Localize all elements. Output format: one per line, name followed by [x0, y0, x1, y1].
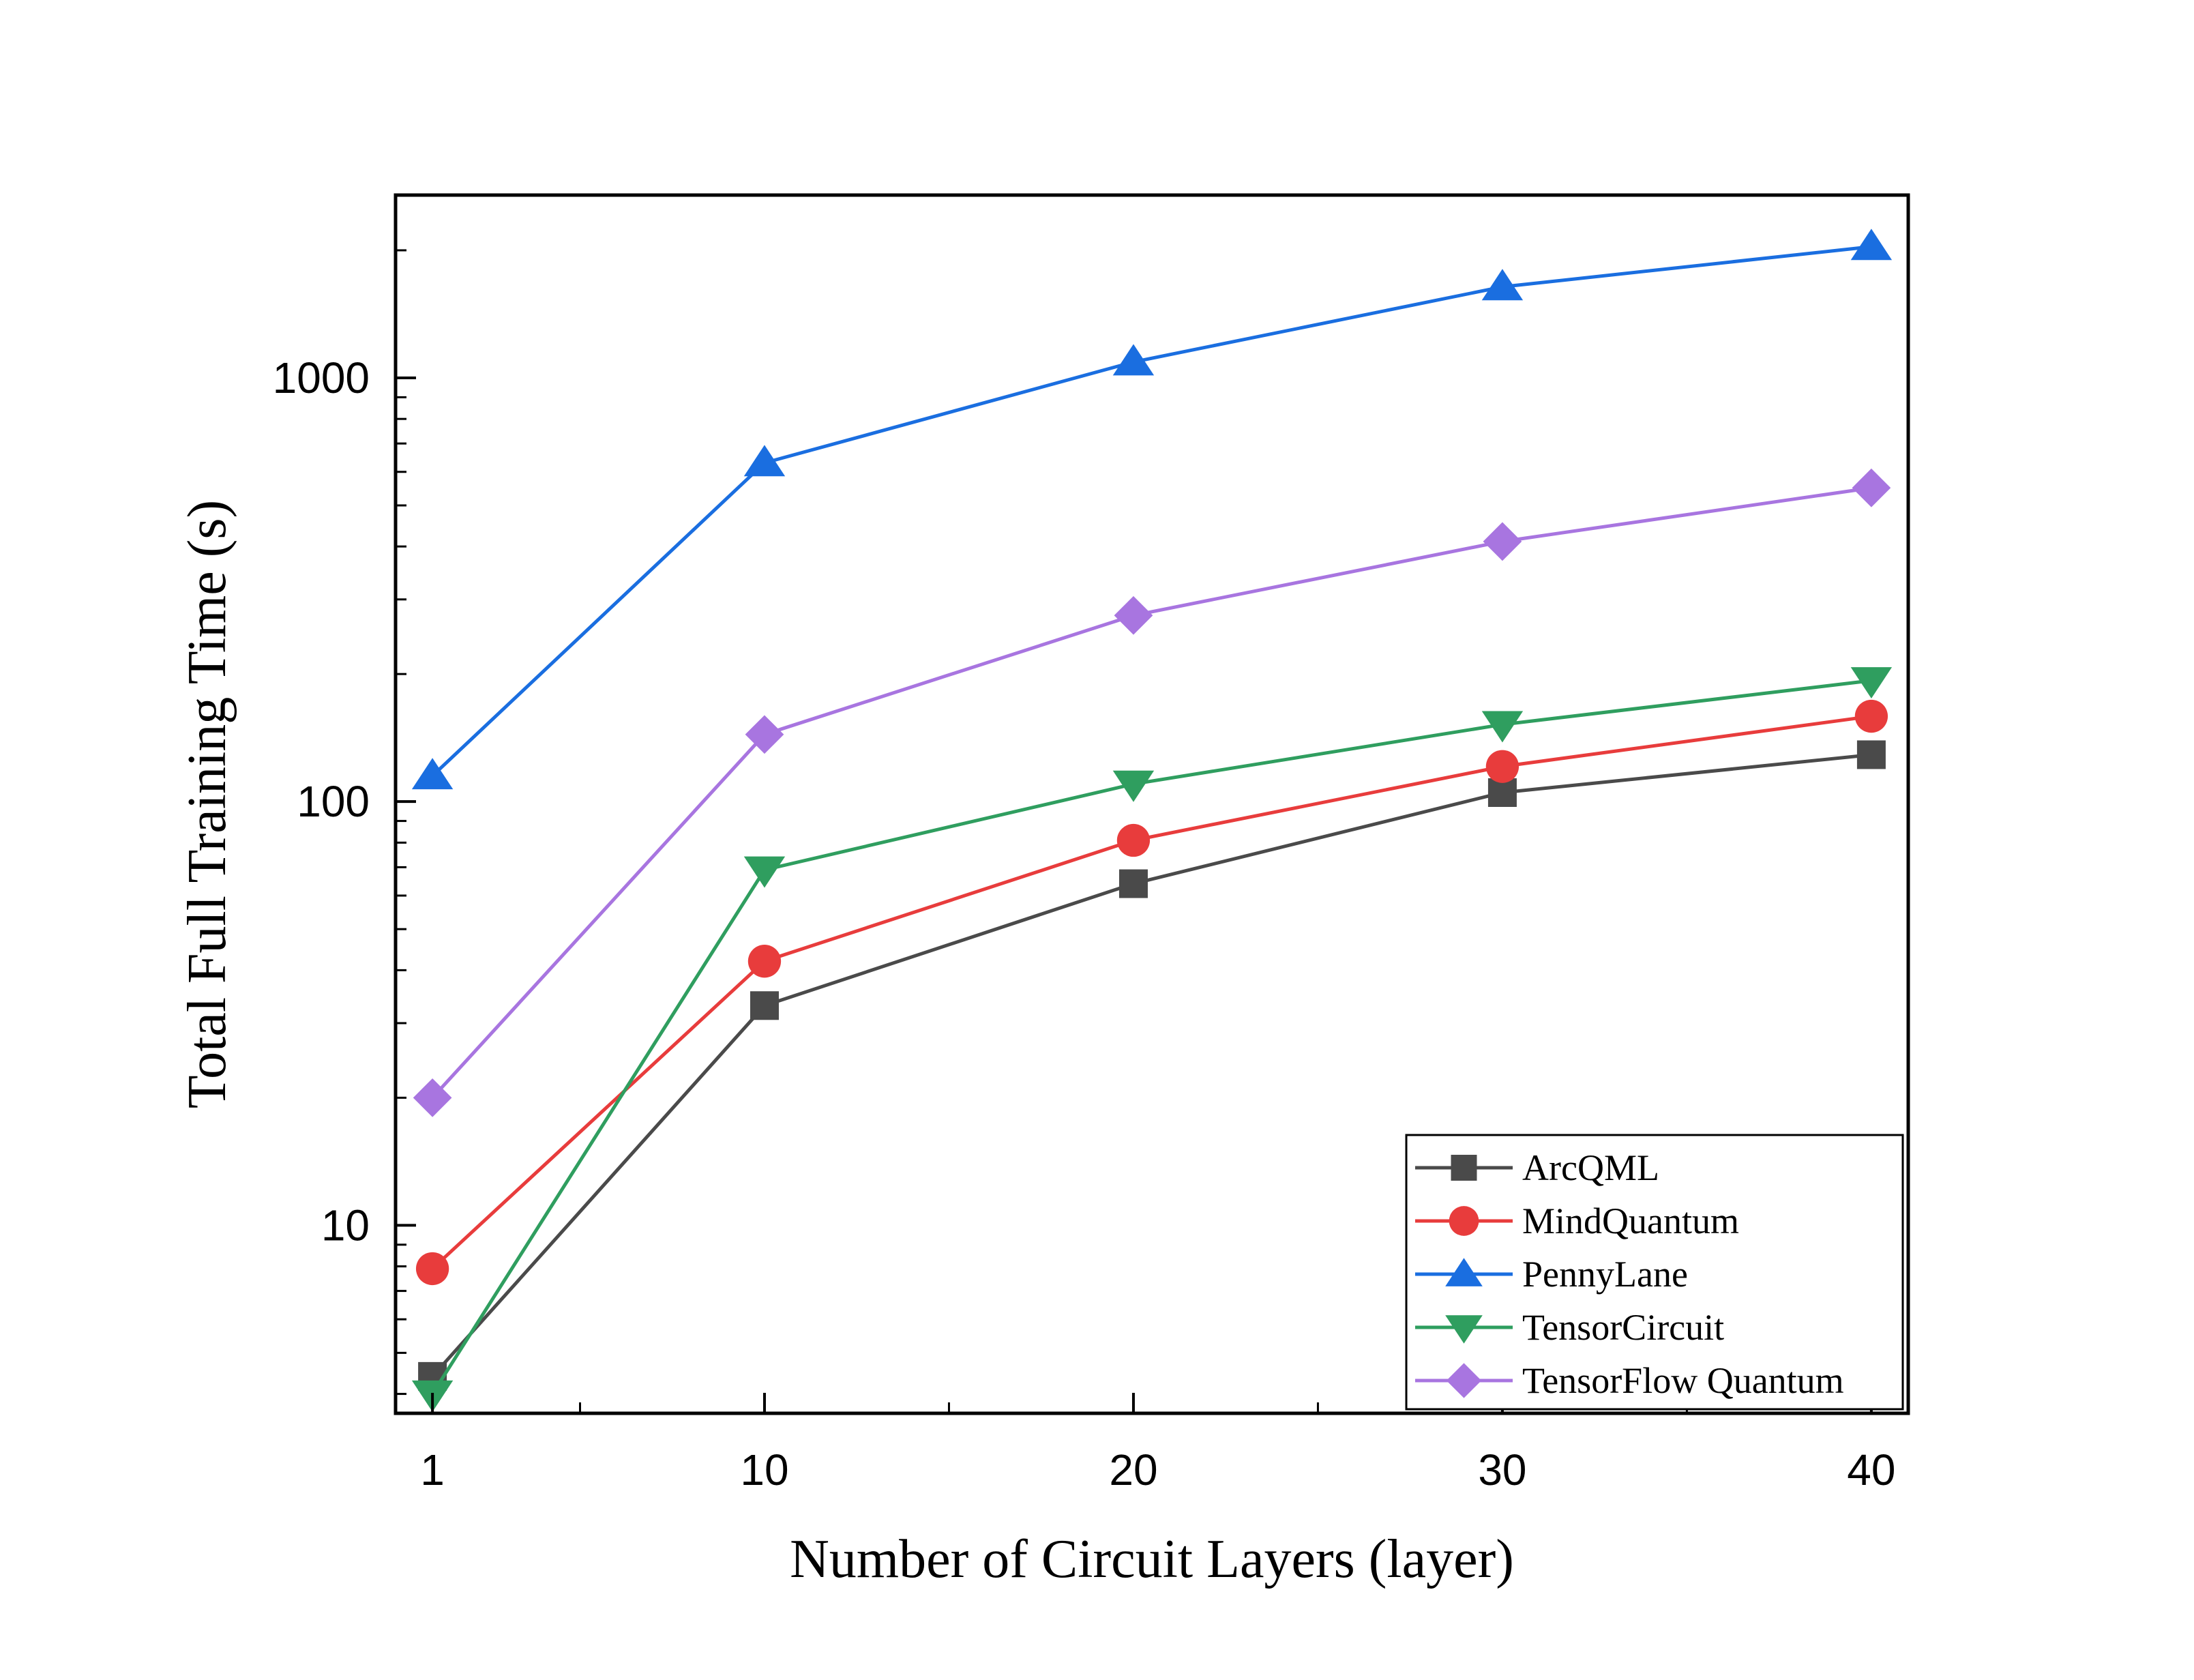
- y-tick-label: 1000: [273, 353, 370, 402]
- x-tick-label: 40: [1847, 1445, 1895, 1494]
- legend-label: TensorCircuit: [1522, 1307, 1724, 1348]
- data-point: [413, 1078, 452, 1117]
- data-point: [1112, 344, 1155, 376]
- data-point: [747, 945, 782, 978]
- data-point: [1483, 522, 1522, 561]
- legend-marker: [1449, 1206, 1479, 1236]
- axes-layer: 1 10 20 30 40 10 100 1000: [273, 249, 1895, 1494]
- data-point: [743, 445, 786, 477]
- data-point: [743, 856, 786, 888]
- legend-label: PennyLane: [1522, 1254, 1688, 1295]
- legend-label: MindQuantum: [1522, 1200, 1739, 1241]
- legend-marker: [1446, 1363, 1482, 1398]
- data-point: [1481, 269, 1524, 301]
- legend-entries: ArcQML MindQuantum PennyLane TensorCircuit T…: [1415, 1147, 1844, 1401]
- x-tick-label: 10: [740, 1445, 788, 1494]
- series-line: [431, 245, 1872, 778]
- x-tick-label: 1: [420, 1445, 445, 1494]
- plot-frame: [394, 193, 1910, 1415]
- x-axis-title: Number of Circuit Layers (layer): [790, 1529, 1514, 1589]
- data-point: [415, 1252, 449, 1286]
- data-point: [1481, 711, 1524, 743]
- data-point: [1114, 595, 1153, 635]
- data-point: [1487, 778, 1517, 808]
- data-point: [1485, 750, 1520, 783]
- y-tick-label: 100: [297, 777, 370, 826]
- data-point: [1852, 468, 1891, 507]
- data-point: [1854, 699, 1888, 733]
- y-tick-label: 10: [321, 1200, 370, 1250]
- legend-label: TensorFlow Quantum: [1522, 1360, 1844, 1401]
- legend-label: ArcQML: [1522, 1147, 1659, 1188]
- data-point: [1856, 740, 1886, 769]
- data-point: [411, 758, 454, 790]
- data-point: [1116, 823, 1151, 857]
- legend-box: [1405, 1134, 1904, 1411]
- legend-marker: [1451, 1155, 1477, 1181]
- data-point: [750, 991, 779, 1020]
- series-layer: [411, 229, 1893, 1412]
- data-point: [1850, 667, 1893, 699]
- data-point: [1850, 229, 1893, 261]
- legend: ArcQML MindQuantum PennyLane TensorCircuit T…: [1405, 1134, 1904, 1411]
- x-tick-label: 20: [1109, 1445, 1157, 1494]
- legend-marker: [1445, 1315, 1483, 1344]
- data-point: [1112, 770, 1155, 802]
- series-line: [431, 486, 1872, 1100]
- legend-marker: [1445, 1258, 1483, 1286]
- x-tick-label: 30: [1478, 1445, 1526, 1494]
- data-point: [1118, 869, 1148, 898]
- y-axis-title: Total Full Training Time (s): [177, 500, 237, 1108]
- data-point: [745, 715, 784, 754]
